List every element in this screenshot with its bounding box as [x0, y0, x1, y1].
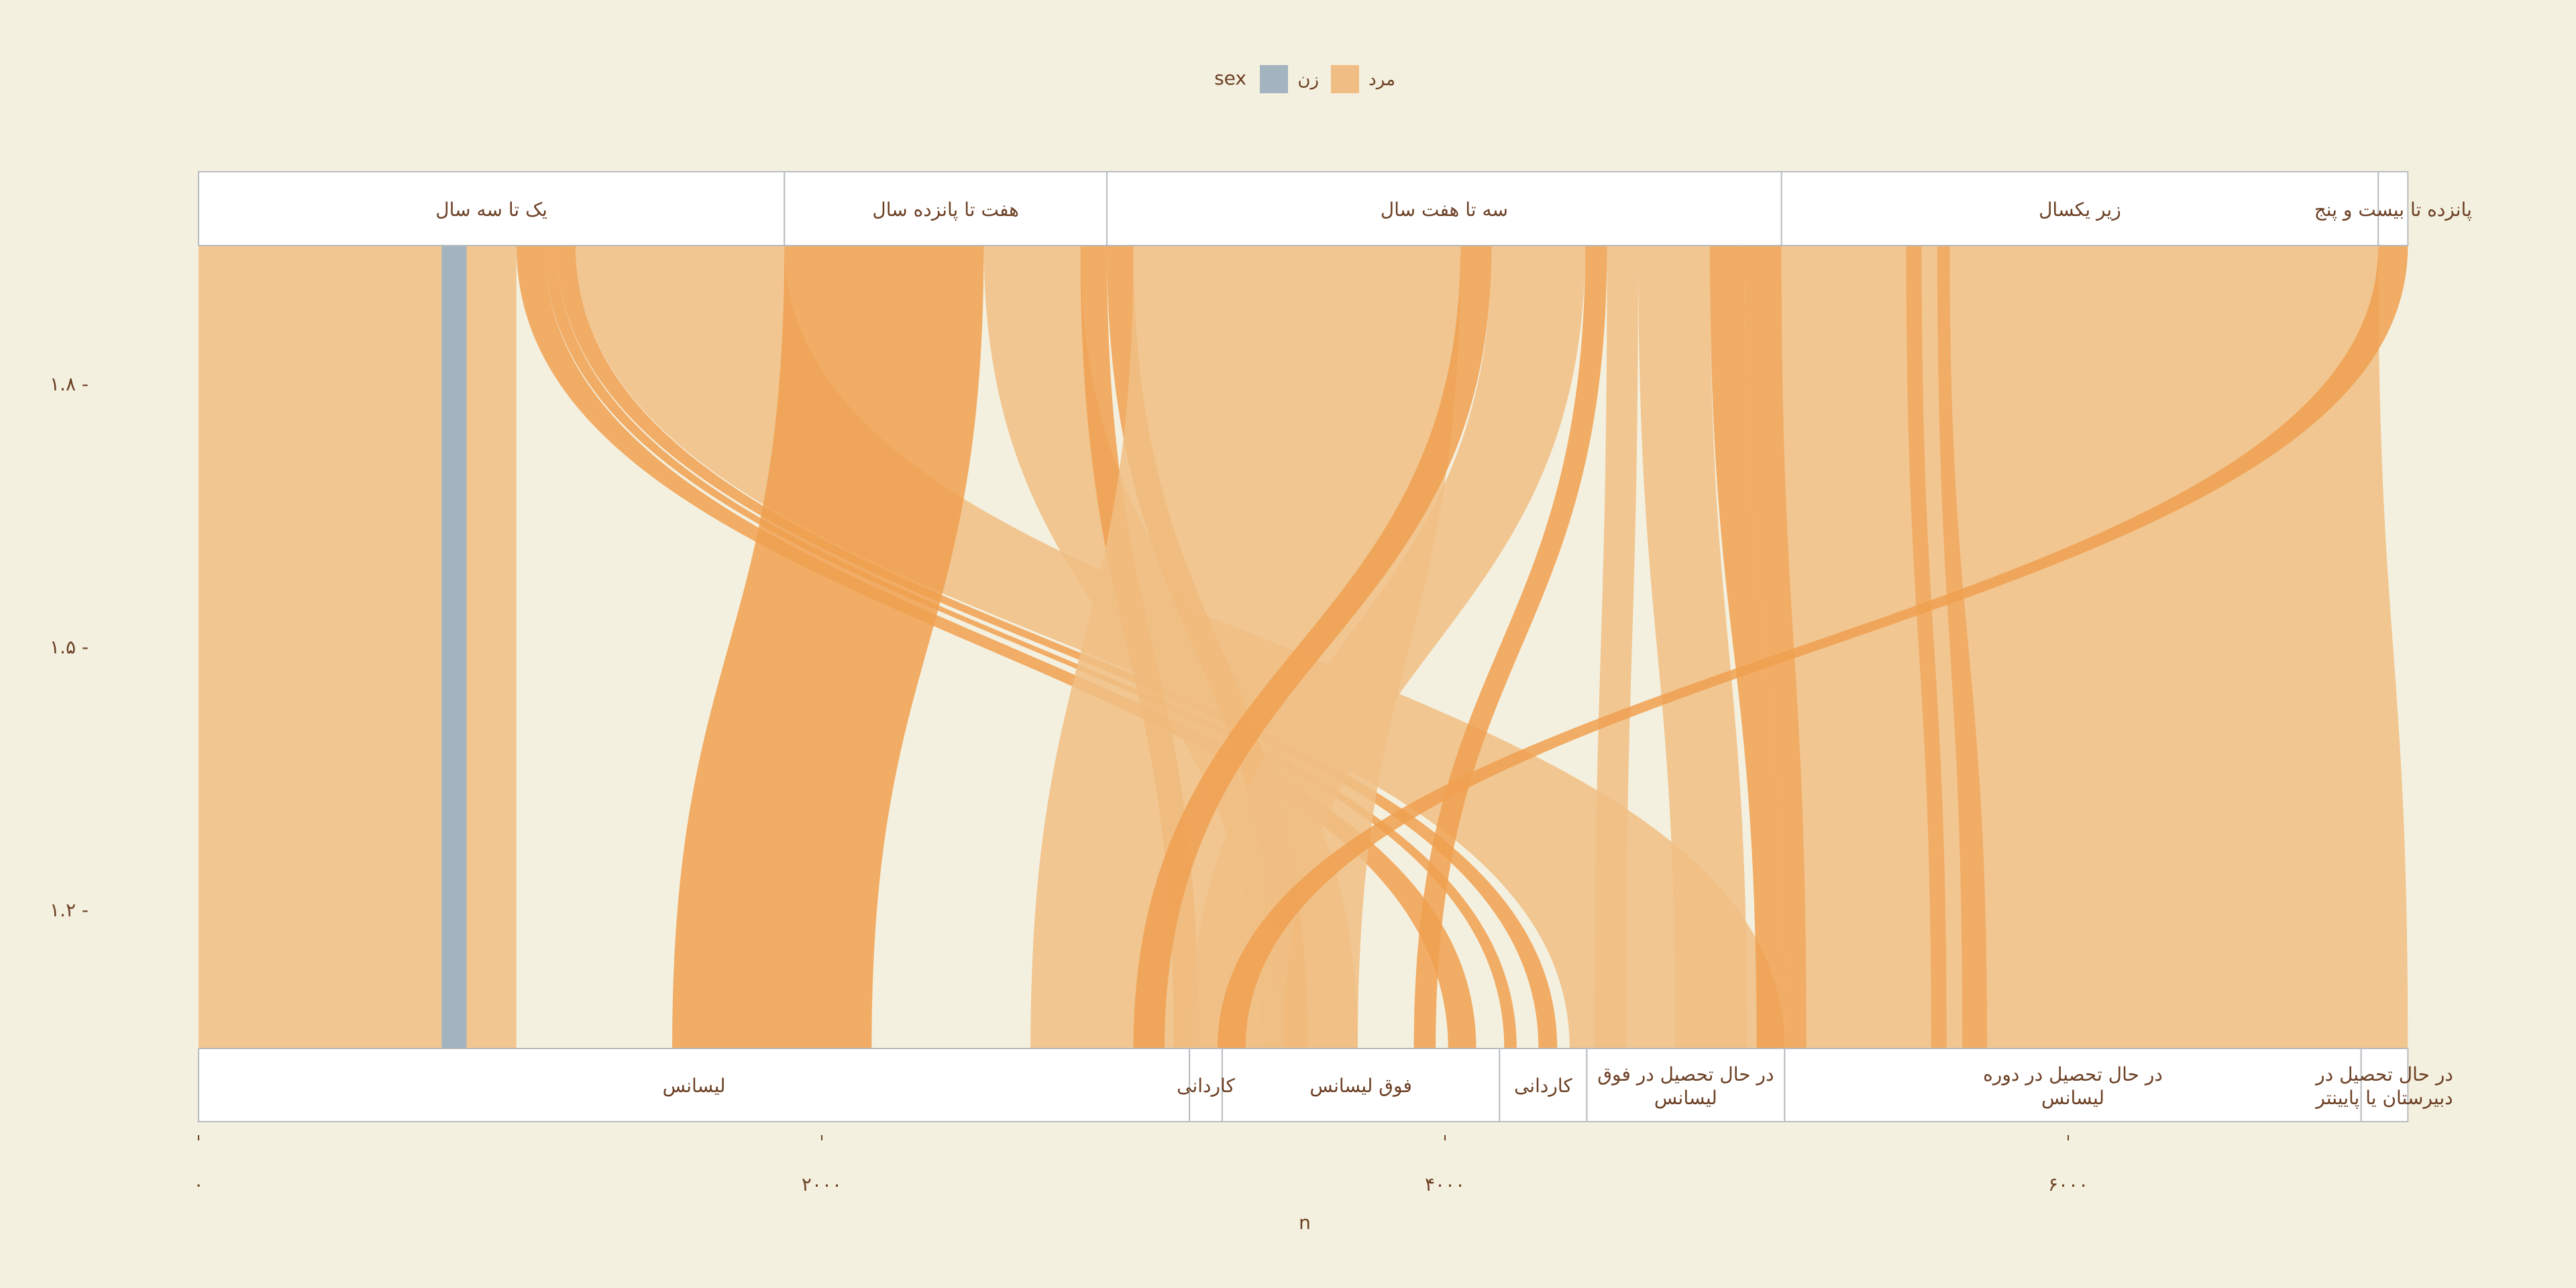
top-category-label-4: پانزده تا بیست و پنج: [2314, 199, 2472, 221]
bottom-category-label-4: در حال تحصیل در فوق لیسانس: [1597, 1063, 1774, 1109]
ribbons-layer: [199, 246, 2408, 1049]
bottom-category-label-6: در حال تحصیل در دبیرستان یا پایینتر: [2314, 1063, 2453, 1109]
ribbon-17: [1709, 246, 1785, 1049]
bottom-category-box-2: [1221, 1048, 1501, 1122]
labels-layer: یک تا سه سال هفت تا پانزده سال سه تا هفت س…: [435, 199, 2472, 1109]
axes-layer: ۰ ۲۰۰۰ ۴۰۰۰ ۶۰۰۰ ۱.۸ - ۱.۵ - ۱.۲ -: [50, 171, 2409, 1195]
ribbon-4: [544, 246, 1517, 1049]
x-tick-label-3: ۶۰۰۰: [2048, 1173, 2088, 1195]
top-category-label-1: هفت تا پانزده سال: [872, 199, 1019, 221]
bottom-category-box-4: [1586, 1048, 1786, 1122]
bottom-category-box-1: [1189, 1048, 1223, 1122]
bottom-category-box-3: [1499, 1048, 1588, 1122]
x-tick-label-1: ۲۰۰۰: [802, 1173, 842, 1195]
x-tick-label-2: ۴۰۰۰: [1425, 1173, 1465, 1195]
ribbon-24: [1217, 246, 2408, 1049]
ribbon-13: [1189, 246, 1586, 1049]
ribbon-16: [1638, 246, 1748, 1049]
ribbon-19: [1781, 246, 1931, 1049]
ribbon-20: [1906, 246, 1947, 1049]
ribbon-3: [516, 246, 1477, 1049]
bottom-category-label-0: لیسانس: [663, 1075, 726, 1097]
ribbon-23: [1949, 246, 2408, 1049]
legend-swatch-0: [1260, 65, 1288, 93]
x-axis-title: n: [1299, 1212, 1311, 1234]
bottom-category-box-0: [198, 1048, 1191, 1122]
bottom-category-label-3: کاردانی: [1514, 1075, 1572, 1097]
top-category-box-3: [1780, 171, 2379, 246]
legend-label-0: زن: [1297, 70, 1319, 90]
ribbon-0: [199, 246, 442, 1049]
legend-swatch-1: [1331, 65, 1359, 93]
y-tick-label-1: ۱.۵ -: [50, 636, 89, 658]
bottom-category-label-1: کاردانی: [1177, 1075, 1235, 1097]
ribbon-15: [1594, 246, 1639, 1049]
ribbon-1: [441, 246, 467, 1049]
ribbon-18: [1743, 246, 1807, 1049]
top-category-label-0: یک تا سه سال: [435, 199, 547, 221]
ribbon-2: [466, 246, 517, 1049]
bottom-category-label-5: در حال تحصیل در دوره لیسانس: [1983, 1063, 2163, 1109]
y-tick-label-2: ۱.۲ -: [50, 899, 89, 921]
bottom-category-box-5: [1784, 1048, 2362, 1122]
ribbon-22: [1937, 246, 1988, 1049]
top-category-box-4: [2377, 171, 2409, 246]
ribbon-21: [1921, 246, 1963, 1049]
top-category-label-3: زیر یکسال: [2039, 199, 2121, 221]
bottom-category-label-2: فوق لیسانس: [1309, 1075, 1411, 1097]
top-category-label-2: سه تا هفت سال: [1381, 199, 1508, 221]
top-category-box-2: [1106, 171, 1782, 246]
y-tick-label-0: ۱.۸ -: [50, 373, 89, 395]
bottom-category-box-6: [2360, 1048, 2409, 1122]
ribbon-7: [672, 246, 984, 1049]
ribbon-12: [1133, 246, 1492, 1049]
ribbon-5: [557, 246, 1558, 1049]
ribbon-14: [1413, 246, 1607, 1049]
legend-label-1: مرد: [1368, 70, 1395, 90]
legend-title: sex: [1214, 67, 1246, 89]
legend: sex زن مرد: [1214, 65, 1395, 93]
top-category-box-1: [784, 171, 1108, 246]
x-tick-label-0: ۰: [193, 1173, 203, 1195]
